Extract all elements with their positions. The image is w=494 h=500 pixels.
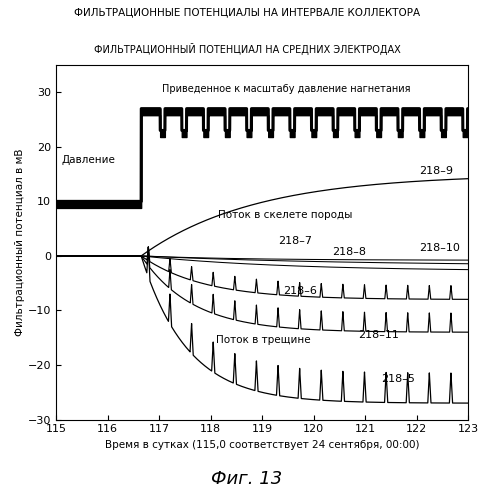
Text: ФИЛЬТРАЦИОННЫЕ ПОТЕНЦИАЛЫ НА ИНТЕРВАЛЕ КОЛЛЕКТОРА: ФИЛЬТРАЦИОННЫЕ ПОТЕНЦИАЛЫ НА ИНТЕРВАЛЕ К… [74,8,420,18]
Text: Приведенное к масштабу давление нагнетания: Приведенное к масштабу давление нагнетан… [162,84,411,94]
Text: Фиг. 13: Фиг. 13 [211,470,283,488]
Text: 218–6: 218–6 [283,286,317,296]
Text: 218–11: 218–11 [358,330,399,340]
Text: ФИЛЬТРАЦИОННЫЙ ПОТЕНЦИАЛ НА СРЕДНИХ ЭЛЕКТРОДАХ: ФИЛЬТРАЦИОННЫЙ ПОТЕНЦИАЛ НА СРЕДНИХ ЭЛЕК… [94,42,400,54]
Y-axis label: Фильтрационный потенциал в мВ: Фильтрационный потенциал в мВ [15,148,25,336]
Text: 218–8: 218–8 [332,246,366,256]
Text: 218–9: 218–9 [419,166,453,176]
Text: Поток в трещине: Поток в трещине [216,336,311,345]
Text: 218–10: 218–10 [419,242,460,252]
X-axis label: Время в сутках (115,0 соответствует 24 сентября, 00:00): Время в сутках (115,0 соответствует 24 с… [105,440,419,450]
Text: Давление: Давление [61,156,115,166]
Text: Поток в скелете породы: Поток в скелете породы [218,210,353,220]
Text: 218–7: 218–7 [278,236,312,246]
Text: 218–5: 218–5 [381,374,414,384]
